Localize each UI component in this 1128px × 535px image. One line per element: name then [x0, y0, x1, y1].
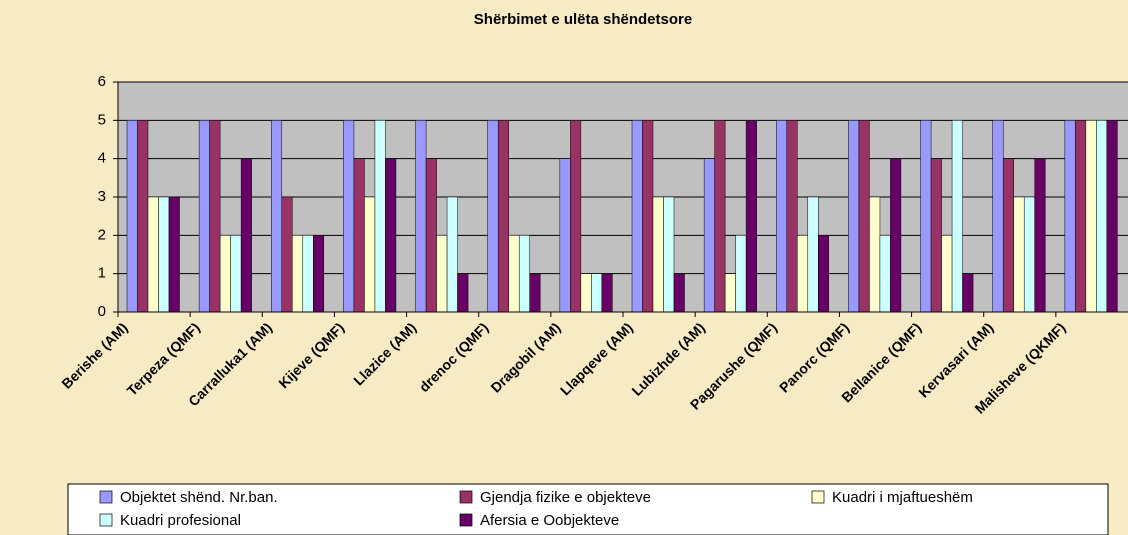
legend-swatch — [99, 513, 113, 527]
bar — [951, 120, 963, 313]
bar — [858, 120, 870, 313]
bar — [591, 273, 603, 313]
bar — [209, 120, 221, 313]
bar — [364, 196, 376, 313]
bar — [848, 120, 860, 313]
y-tick-label: 1 — [98, 265, 106, 282]
legend-label: Gjendja fizike e objekteve — [480, 489, 651, 506]
bar — [497, 120, 509, 313]
bar — [302, 235, 314, 313]
bar — [807, 196, 819, 313]
bar — [714, 120, 726, 313]
bar — [1034, 158, 1046, 313]
bar — [890, 158, 902, 313]
bar — [1075, 120, 1087, 313]
bar — [745, 120, 757, 313]
y-tick-label: 4 — [98, 150, 106, 167]
bar — [776, 120, 788, 313]
bar — [457, 273, 469, 313]
bar — [168, 196, 180, 313]
bar — [446, 196, 458, 313]
y-tick-label: 3 — [98, 188, 106, 205]
bar — [735, 235, 747, 313]
bar — [415, 120, 427, 313]
y-tick-label: 0 — [98, 303, 106, 320]
bar — [313, 235, 325, 313]
bar — [992, 120, 1004, 313]
bar — [343, 120, 355, 313]
bar — [1106, 120, 1118, 313]
bar — [198, 120, 210, 313]
bar — [219, 235, 231, 313]
bar — [570, 120, 582, 313]
bar — [1096, 120, 1108, 313]
bar — [724, 273, 736, 313]
bar — [137, 120, 149, 313]
y-tick-label: 2 — [98, 226, 106, 243]
bar — [487, 120, 499, 313]
bar — [126, 120, 138, 313]
legend-swatch — [459, 490, 473, 504]
bar — [1002, 158, 1014, 313]
legend-swatch — [99, 490, 113, 504]
bar — [673, 273, 685, 313]
bar — [818, 235, 830, 313]
y-tick-label: 6 — [98, 73, 106, 90]
bar — [580, 273, 592, 313]
bar — [436, 235, 448, 313]
bar — [518, 235, 530, 313]
bar — [147, 196, 159, 313]
bar — [797, 235, 809, 313]
bar — [240, 158, 252, 313]
bar — [786, 120, 798, 313]
legend-label: Objektet shënd. Nr.ban. — [120, 489, 278, 506]
bar — [281, 196, 293, 313]
bar — [869, 196, 881, 313]
bar — [703, 158, 715, 313]
legend-label: Kuadri profesional — [120, 512, 241, 529]
bar — [158, 196, 170, 313]
chart-title: Shërbimet e ulëta shëndetsore — [474, 11, 692, 28]
legend-swatch — [459, 513, 473, 527]
bar — [642, 120, 654, 313]
bar — [559, 158, 571, 313]
bar — [508, 235, 520, 313]
bar — [271, 120, 283, 313]
bar — [425, 158, 437, 313]
bar — [920, 120, 932, 313]
bar — [652, 196, 664, 313]
bar — [663, 196, 675, 313]
legend — [67, 483, 1109, 535]
bar — [529, 273, 541, 313]
bar — [941, 235, 953, 313]
bar — [1023, 196, 1035, 313]
bar — [879, 235, 891, 313]
bar — [962, 273, 974, 313]
bar — [1013, 196, 1025, 313]
legend-label: Kuadri i mjaftueshëm — [832, 489, 973, 506]
bar — [930, 158, 942, 313]
bar — [230, 235, 242, 313]
bar — [1085, 120, 1097, 313]
bar — [353, 158, 365, 313]
legend-swatch — [811, 490, 825, 504]
bar — [1064, 120, 1076, 313]
legend-label: Afersia e Oobjekteve — [480, 512, 619, 529]
bar — [292, 235, 304, 313]
bar — [631, 120, 643, 313]
bar — [385, 158, 397, 313]
y-tick-label: 5 — [98, 111, 106, 128]
bar — [374, 120, 386, 313]
bar — [601, 273, 613, 313]
